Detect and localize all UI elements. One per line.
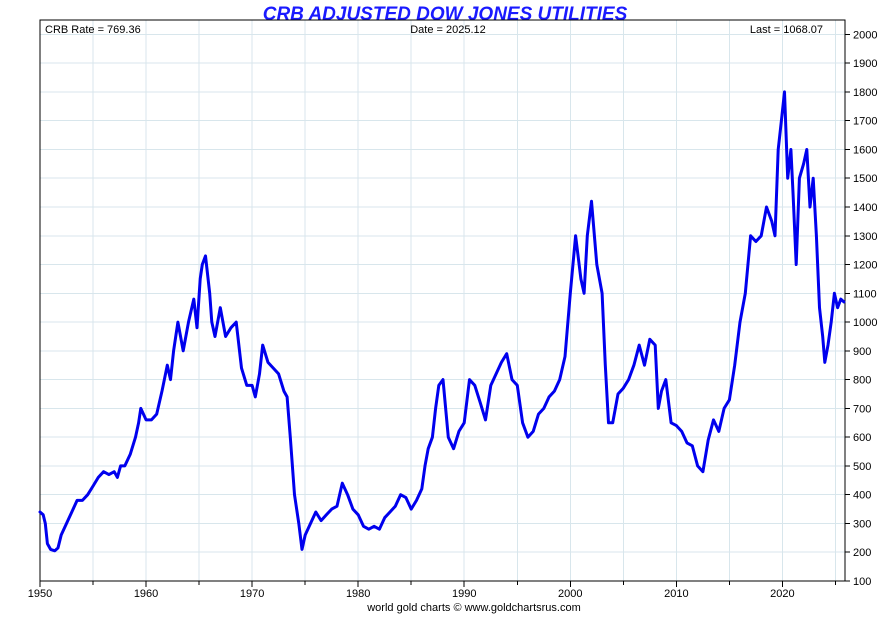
- y-tick-label: 1400: [853, 202, 877, 214]
- y-tick-label: 600: [853, 432, 871, 444]
- y-tick-label: 200: [853, 547, 871, 559]
- x-tick-label: 2020: [770, 588, 794, 600]
- y-tick-label: 2000: [853, 29, 877, 41]
- series-line-utilities: [38, 90, 846, 553]
- x-axis: 1950 1960 1970 1980 1990 2000 2010 2020: [28, 581, 836, 600]
- y-tick-label: 1600: [853, 144, 877, 156]
- y-tick-label: 400: [853, 490, 871, 502]
- plot-frame: [39, 19, 846, 582]
- y-axis: 100 200 300 400 500 600 700 800 900 1000 1100 1200 1…: [845, 29, 877, 588]
- y-tick-label: 1300: [853, 231, 877, 243]
- y-tick-label: 100: [853, 576, 871, 588]
- y-tick-label: 800: [853, 375, 871, 387]
- x-tick-label: 2010: [664, 588, 688, 600]
- y-tick-label: 1800: [853, 87, 877, 99]
- y-tick-label: 1900: [853, 58, 877, 70]
- gridlines: [39, 20, 845, 582]
- x-tick-label: 1950: [28, 588, 52, 600]
- crb-rate-readout: CRB Rate = 769.36: [45, 24, 141, 36]
- x-tick-label: 2000: [558, 588, 582, 600]
- x-tick-label: 1980: [346, 588, 370, 600]
- date-readout: Date = 2025.12: [410, 24, 486, 36]
- y-tick-label: 1100: [853, 288, 877, 300]
- y-tick-label: 1700: [853, 116, 877, 128]
- x-tick-label: 1960: [134, 588, 158, 600]
- chart-credit: world gold charts © www.goldchartsrus.co…: [366, 602, 581, 614]
- y-tick-label: 1200: [853, 260, 877, 272]
- last-value-readout: Last = 1068.07: [750, 24, 823, 36]
- x-tick-label: 1970: [240, 588, 264, 600]
- y-tick-label: 900: [853, 346, 871, 358]
- y-tick-label: 700: [853, 403, 871, 415]
- y-tick-label: 1500: [853, 173, 877, 185]
- series-layer: [38, 90, 846, 553]
- y-tick-label: 1000: [853, 317, 877, 329]
- x-tick-label: 1990: [452, 588, 476, 600]
- y-tick-label: 300: [853, 518, 871, 530]
- chart-title: CRB ADJUSTED DOW JONES UTILITIES: [263, 4, 628, 25]
- y-tick-label: 500: [853, 461, 871, 473]
